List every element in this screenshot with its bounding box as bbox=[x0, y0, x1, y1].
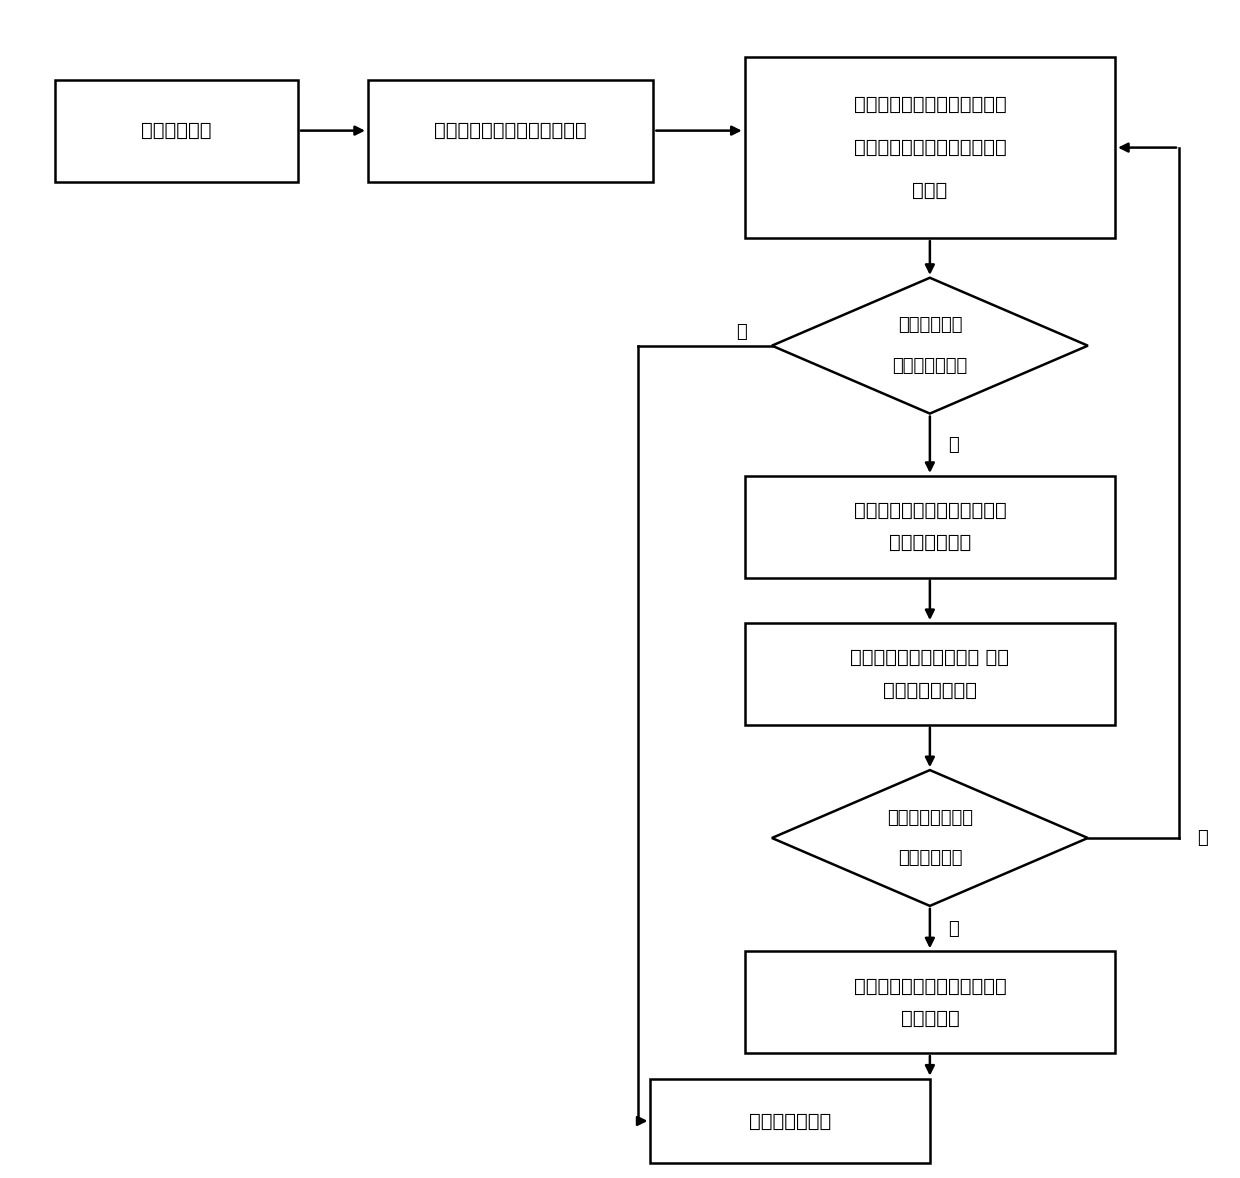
Text: 是否有车辆排队: 是否有车辆排队 bbox=[893, 357, 967, 375]
Text: 测时刻检测关键相进口道交通: 测时刻检测关键相进口道交通 bbox=[853, 138, 1006, 157]
Text: 初始配时方案: 初始配时方案 bbox=[141, 121, 212, 140]
Bar bbox=[744, 476, 1115, 577]
Text: 最大绿灯时间: 最大绿灯时间 bbox=[898, 849, 962, 867]
Text: 关键相绿灯结束前最后一个检: 关键相绿灯结束前最后一个检 bbox=[853, 95, 1006, 114]
Text: 整当前相绿灯时间: 整当前相绿灯时间 bbox=[883, 681, 977, 700]
Text: 时间计算值: 时间计算值 bbox=[900, 1008, 960, 1027]
Text: 并计算通行需求: 并计算通行需求 bbox=[889, 534, 971, 552]
Text: 是: 是 bbox=[949, 436, 959, 454]
Text: 检测关键相进口道上排队长度: 检测关键相进口道上排队长度 bbox=[853, 501, 1006, 521]
Text: 衔接交叉口关联相位绿灯开始: 衔接交叉口关联相位绿灯开始 bbox=[434, 121, 587, 140]
Bar bbox=[650, 1079, 930, 1164]
Text: 流信息: 流信息 bbox=[913, 181, 947, 200]
Polygon shape bbox=[771, 770, 1087, 906]
Text: 绿灯时间是否超过: 绿灯时间是否超过 bbox=[887, 809, 973, 827]
Bar bbox=[368, 80, 653, 181]
Bar bbox=[744, 57, 1115, 238]
Text: 是: 是 bbox=[949, 920, 959, 938]
Text: 结束当前相绿灯: 结束当前相绿灯 bbox=[749, 1112, 831, 1131]
Bar bbox=[744, 951, 1115, 1053]
Bar bbox=[55, 80, 298, 181]
Text: 用最大绿灯时间代替该相绿灯: 用最大绿灯时间代替该相绿灯 bbox=[853, 977, 1006, 995]
Text: 否: 否 bbox=[1197, 829, 1208, 847]
Text: 否: 否 bbox=[737, 323, 746, 342]
Bar bbox=[744, 623, 1115, 724]
Text: 关键相进口道: 关键相进口道 bbox=[898, 317, 962, 335]
Polygon shape bbox=[771, 278, 1087, 413]
Text: 计算关键相绿灯延长时间 并调: 计算关键相绿灯延长时间 并调 bbox=[851, 648, 1009, 667]
